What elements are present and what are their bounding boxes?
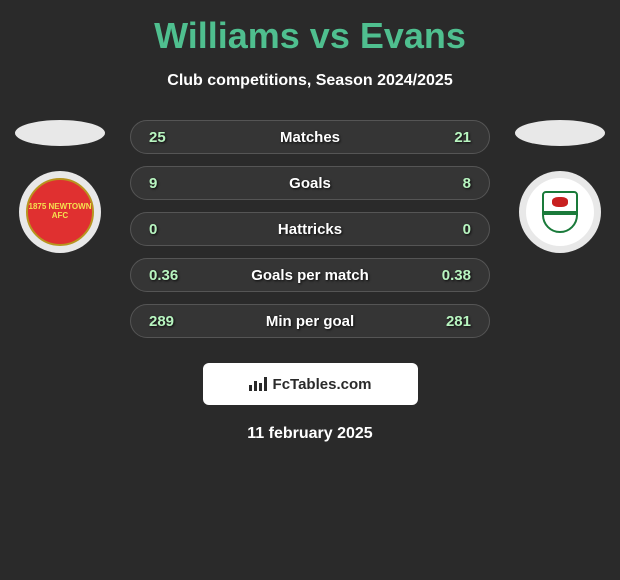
stat-row-goals: 9 Goals 8 (130, 166, 490, 200)
dragon-accent (552, 197, 568, 207)
shield-icon (542, 191, 578, 233)
club-crest-right[interactable] (519, 171, 601, 253)
stat-row-matches: 25 Matches 21 (130, 120, 490, 154)
stat-right-value: 281 (446, 313, 471, 330)
page-title: Williams vs Evans (0, 15, 620, 57)
stat-label: Min per goal (266, 313, 354, 330)
stat-left-value: 9 (149, 175, 157, 192)
stat-left-value: 25 (149, 129, 166, 146)
stat-left-value: 289 (149, 313, 174, 330)
right-column (510, 120, 610, 253)
stat-left-value: 0.36 (149, 267, 178, 284)
comparison-widget: Williams vs Evans Club competitions, Sea… (0, 0, 620, 453)
shield-stripe (544, 211, 576, 215)
left-column: 1875 NEWTOWN AFC (10, 120, 110, 253)
main-row: 1875 NEWTOWN AFC 25 Matches 21 9 Goals 8… (0, 120, 620, 338)
crest-left-inner: 1875 NEWTOWN AFC (26, 178, 94, 246)
stat-row-hattricks: 0 Hattricks 0 (130, 212, 490, 246)
stat-right-value: 0.38 (442, 267, 471, 284)
bar-chart-icon (249, 377, 267, 391)
stat-label: Matches (280, 129, 340, 146)
player-photo-placeholder-left (15, 120, 105, 146)
date-label: 11 february 2025 (0, 425, 620, 443)
stat-right-value: 0 (463, 221, 471, 238)
player-photo-placeholder-right (515, 120, 605, 146)
brand-text: FcTables.com (273, 376, 372, 393)
club-crest-left[interactable]: 1875 NEWTOWN AFC (19, 171, 101, 253)
stat-left-value: 0 (149, 221, 157, 238)
stat-row-goals-per-match: 0.36 Goals per match 0.38 (130, 258, 490, 292)
crest-left-text: 1875 NEWTOWN AFC (28, 203, 92, 221)
stat-right-value: 21 (454, 129, 471, 146)
subtitle: Club competitions, Season 2024/2025 (0, 72, 620, 90)
stat-label: Goals per match (251, 267, 369, 284)
crest-right-inner (526, 178, 594, 246)
stat-row-min-per-goal: 289 Min per goal 281 (130, 304, 490, 338)
stat-label: Goals (289, 175, 331, 192)
brand-link[interactable]: FcTables.com (203, 363, 418, 405)
stats-column: 25 Matches 21 9 Goals 8 0 Hattricks 0 0.… (110, 120, 510, 338)
stat-right-value: 8 (463, 175, 471, 192)
stat-label: Hattricks (278, 221, 342, 238)
